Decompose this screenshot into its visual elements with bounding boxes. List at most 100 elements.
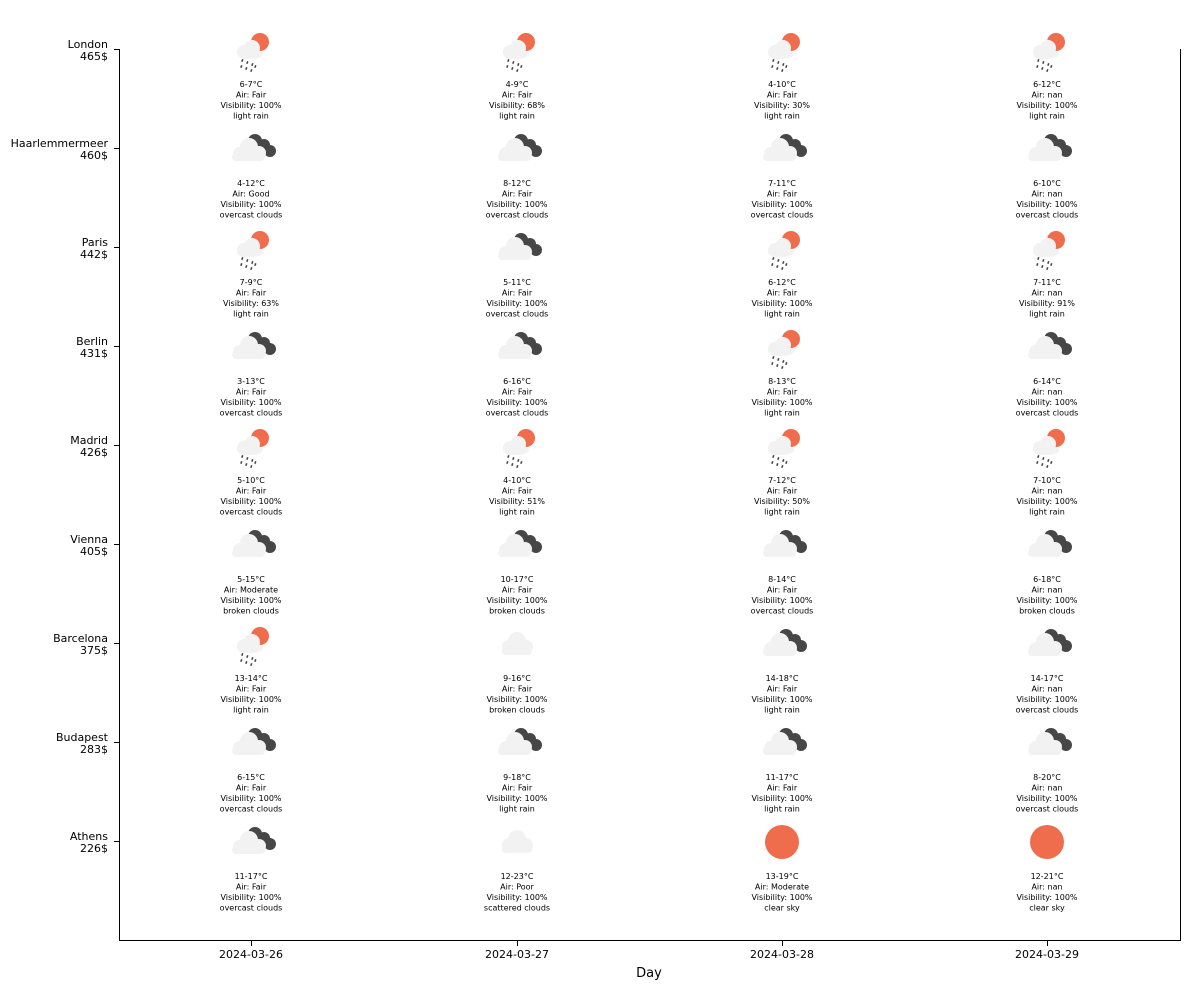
weather-desc-label: light rain: [1029, 508, 1065, 517]
y-tick-label: Madrid 426$: [70, 434, 108, 459]
temp-range-label: 4-9°C: [506, 80, 529, 89]
visibility-label: Visibility: 100%: [751, 299, 812, 308]
temp-range-label: 4-10°C: [503, 476, 531, 485]
overcast-icon: [498, 530, 542, 557]
y-axis-labels: London 465$ Haarlemmermeer 460$ Paris 442$ Ber…: [11, 38, 109, 855]
visibility-label: Visibility: 100%: [751, 596, 812, 605]
visibility-label: Visibility: 100%: [751, 893, 812, 902]
air-quality-label: Air: Fair: [767, 289, 798, 298]
visibility-label: Visibility: 100%: [220, 101, 281, 110]
city-name: Vienna: [70, 533, 108, 546]
air-quality-label: Air: nan: [1031, 289, 1062, 298]
weather-desc-label: light rain: [499, 508, 535, 517]
rain-sun-icon: [1033, 33, 1065, 72]
weather-desc-label: scattered clouds: [484, 904, 550, 913]
air-quality-label: Air: Fair: [767, 586, 798, 595]
weather-desc-label: overcast clouds: [1016, 706, 1079, 715]
temp-range-label: 5-15°C: [237, 575, 265, 584]
temp-range-label: 9-16°C: [503, 674, 531, 683]
city-price: 226$: [80, 842, 108, 855]
x-axis-labels: 2024-03-26 2024-03-27 2024-03-28 2024-03-29: [219, 948, 1079, 961]
weather-desc-label: light rain: [233, 706, 269, 715]
weather-desc-label: overcast clouds: [220, 904, 283, 913]
city-price: 431$: [80, 347, 108, 360]
temp-range-label: 12-21°C: [1031, 872, 1064, 881]
temp-range-label: 5-11°C: [503, 278, 531, 287]
temp-range-label: 6-12°C: [768, 278, 796, 287]
weather-desc-label: light rain: [764, 805, 800, 814]
weather-desc-label: broken clouds: [223, 607, 279, 616]
temp-range-label: 14-17°C: [1031, 674, 1064, 683]
weather-desc-label: overcast clouds: [1016, 805, 1079, 814]
rain-sun-icon: [768, 231, 800, 270]
city-name: Budapest: [56, 731, 109, 744]
air-quality-label: Air: Fair: [236, 883, 267, 892]
air-quality-label: Air: Fair: [236, 487, 267, 496]
rain-sun-icon: [503, 429, 535, 468]
y-tick-label: Haarlemmermeer 460$: [11, 137, 109, 162]
weather-desc-label: clear sky: [1029, 904, 1065, 913]
x-tick-label: 2024-03-29: [1015, 948, 1079, 961]
weather-desc-label: overcast clouds: [220, 508, 283, 517]
air-quality-label: Air: Fair: [502, 685, 533, 694]
temp-range-label: 8-20°C: [1033, 773, 1061, 782]
overcast-icon: [498, 332, 542, 359]
x-tick-label: 2024-03-26: [219, 948, 283, 961]
visibility-label: Visibility: 100%: [486, 299, 547, 308]
air-quality-label: Air: nan: [1031, 91, 1062, 100]
temp-range-label: 7-12°C: [768, 476, 796, 485]
weather-desc-label: clear sky: [764, 904, 800, 913]
cloud-icon: [502, 830, 533, 853]
temp-range-label: 10-17°C: [501, 575, 534, 584]
weather-desc-label: broken clouds: [489, 607, 545, 616]
rain-sun-icon: [1033, 429, 1065, 468]
visibility-label: Visibility: 100%: [486, 596, 547, 605]
rain-sun-icon: [768, 429, 800, 468]
overcast-icon: [498, 233, 542, 260]
overcast-icon: [498, 728, 542, 755]
air-quality-label: Air: Fair: [502, 487, 533, 496]
rain-sun-icon: [237, 33, 269, 72]
city-name: Barcelona: [53, 632, 108, 645]
rain-sun-icon: [237, 231, 269, 270]
air-quality-label: Air: Poor: [500, 883, 534, 892]
visibility-label: Visibility: 100%: [220, 695, 281, 704]
overcast-icon: [1028, 530, 1072, 557]
air-quality-label: Air: Fair: [502, 289, 533, 298]
air-quality-label: Air: nan: [1031, 586, 1062, 595]
city-name: Haarlemmermeer: [11, 137, 109, 150]
overcast-icon: [1028, 728, 1072, 755]
air-quality-label: Air: Fair: [236, 388, 267, 397]
sun-icon: [1030, 825, 1064, 859]
visibility-label: Visibility: 100%: [1016, 398, 1077, 407]
city-name: London: [68, 38, 108, 51]
visibility-label: Visibility: 100%: [220, 794, 281, 803]
temp-range-label: 8-14°C: [768, 575, 796, 584]
temp-range-label: 8-12°C: [503, 179, 531, 188]
rain-sun-icon: [503, 33, 535, 72]
city-price: 405$: [80, 545, 108, 558]
air-quality-label: Air: Fair: [236, 784, 267, 793]
air-quality-label: Air: Moderate: [755, 883, 809, 892]
temp-range-label: 4-12°C: [237, 179, 265, 188]
